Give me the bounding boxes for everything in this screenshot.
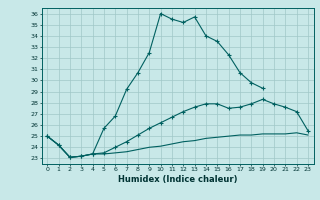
X-axis label: Humidex (Indice chaleur): Humidex (Indice chaleur) [118, 175, 237, 184]
